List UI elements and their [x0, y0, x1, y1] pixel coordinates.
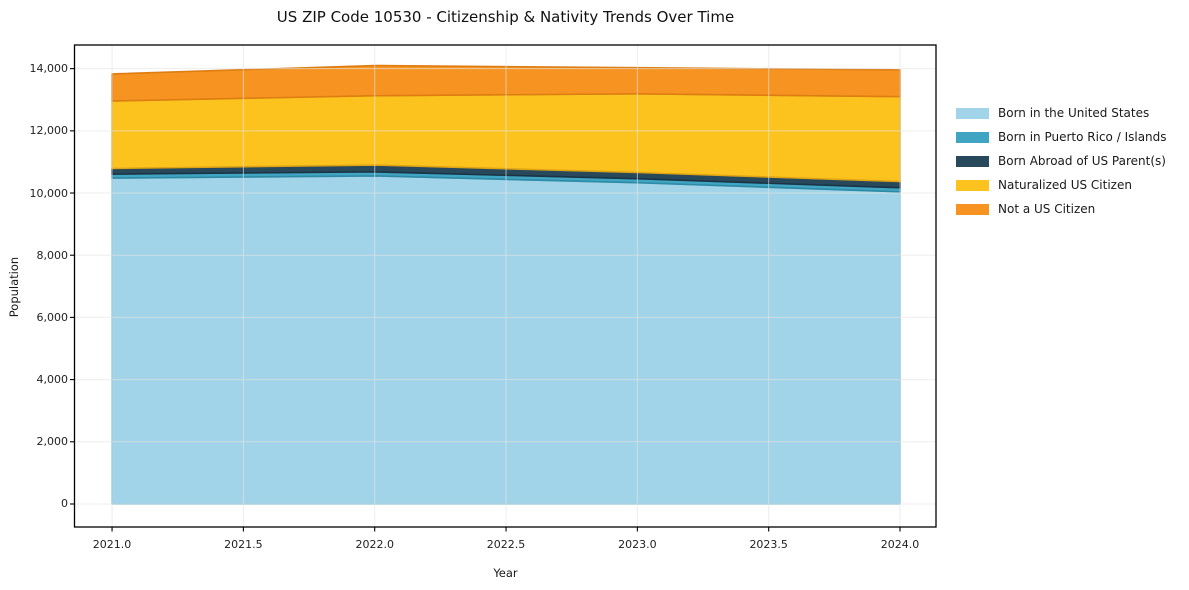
y-tick-label: 4,000	[36, 373, 69, 387]
legend-swatch	[956, 179, 989, 191]
y-tick-label: 10,000	[29, 186, 69, 200]
legend-item: Not a US Citizen	[956, 197, 1167, 221]
chart-title: US ZIP Code 10530 - Citizenship & Nativi…	[276, 8, 735, 26]
axes-spines	[73, 44, 937, 528]
x-tick-labels: 2021.0 2021.5 2022.0 2022.5 2023.0 2023.5 2024…	[0, 538, 1189, 554]
x-tick-label: 2021.5	[224, 538, 263, 551]
y-tick-label: 2,000	[36, 435, 69, 449]
y-tick-label: 12,000	[29, 124, 69, 138]
x-tick-label: 2022.5	[486, 538, 526, 551]
y-tick-label: 8,000	[36, 248, 69, 262]
legend-label: Born Abroad of US Parent(s)	[998, 154, 1166, 168]
legend-item: Naturalized US Citizen	[956, 173, 1167, 197]
legend-swatch	[956, 155, 989, 167]
legend-item: Born in Puerto Rico / Islands	[956, 125, 1167, 149]
legend-swatch	[956, 131, 989, 143]
x-tick-label: 2023.5	[749, 538, 788, 551]
x-axis-label: Year	[493, 566, 518, 580]
legend-swatch	[956, 107, 989, 119]
x-tick-label: 2024.0	[880, 538, 920, 551]
legend-swatch	[956, 203, 989, 215]
y-tick-label: 0	[61, 497, 68, 511]
x-tick-label: 2022.0	[355, 538, 394, 551]
legend-label: Naturalized US Citizen	[998, 178, 1132, 192]
y-tick-label: 6,000	[36, 310, 69, 324]
y-tick-label: 14,000	[29, 62, 69, 76]
legend-item: Born Abroad of US Parent(s)	[956, 149, 1167, 173]
legend-label: Born in the United States	[998, 106, 1150, 120]
x-tick-label: 2021.0	[92, 538, 132, 551]
y-tick-labels: 0 2,000 4,000 6,000 8,000 10,000 12,000 14,000	[0, 0, 69, 590]
legend: Born in the United States Born in Puerto …	[956, 101, 1167, 221]
legend-label: Not a US Citizen	[998, 202, 1096, 216]
legend-label: Born in Puerto Rico / Islands	[998, 130, 1167, 144]
legend-item: Born in the United States	[956, 101, 1167, 125]
x-tick-label: 2023.0	[618, 538, 657, 551]
